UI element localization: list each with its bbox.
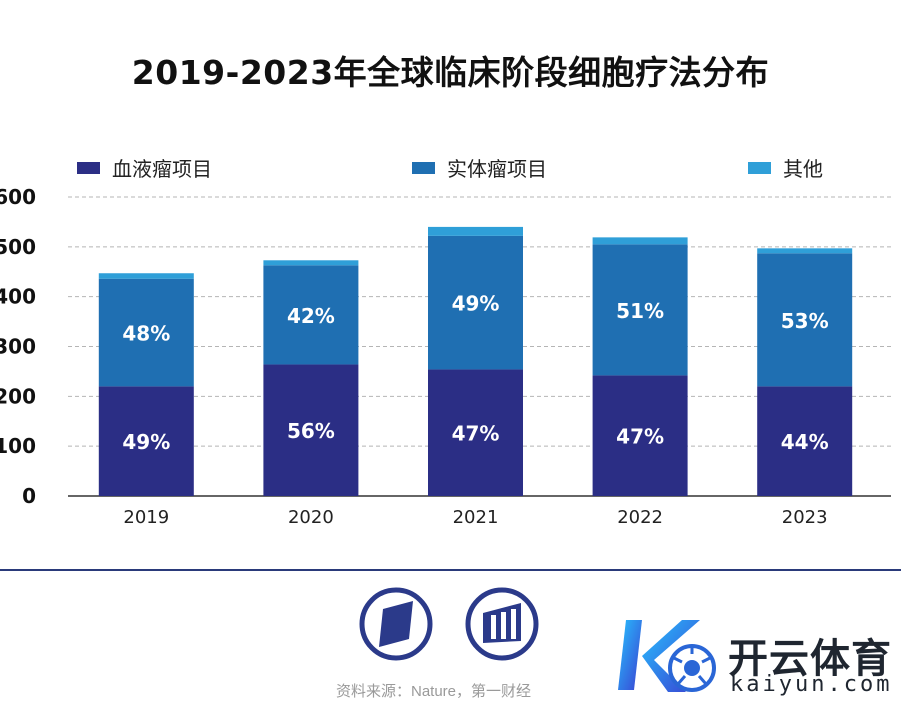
x-tick-label: 2021 (453, 507, 499, 528)
data-label: 42% (287, 304, 335, 328)
bar-segment (592, 237, 688, 245)
y-tick-label: 600 (0, 185, 36, 209)
data-label: 49% (452, 292, 500, 316)
y-tick-label: 300 (0, 335, 36, 359)
bar-segment (592, 244, 688, 376)
y-tick-label: 0 (22, 484, 36, 508)
bar-segment (263, 265, 359, 365)
legend-item-blood-tumor: 血液瘤项目 (77, 153, 212, 182)
data-label: 49% (122, 430, 170, 454)
data-label: 51% (616, 299, 664, 323)
brand-name-en: kaiyun.com (730, 672, 893, 697)
legend-item-solid-tumor: 实体瘤项目 (412, 153, 547, 182)
data-label: 56% (287, 419, 335, 443)
bars-logo-icon (465, 587, 539, 661)
bar-segment (428, 226, 523, 236)
x-tick-label: 2022 (617, 507, 663, 528)
x-tick-label: 2020 (288, 507, 334, 528)
y-tick-label: 100 (0, 434, 36, 458)
x-tick-label: 2019 (123, 507, 169, 528)
legend-swatch (748, 161, 771, 174)
data-label: 48% (122, 322, 170, 346)
data-label: 47% (452, 422, 500, 446)
bar-segment (428, 369, 523, 496)
bar-segment (757, 248, 853, 254)
data-label: 44% (781, 430, 829, 454)
bar-segment (98, 386, 194, 496)
legend-label: 实体瘤项目 (447, 157, 547, 181)
y-tick-label: 500 (0, 235, 36, 259)
legend-swatch (77, 161, 100, 174)
y-tick-label: 400 (0, 285, 36, 309)
bar-segment (428, 235, 523, 370)
bar-segment (98, 273, 194, 279)
legend-label: 血液瘤项目 (112, 157, 212, 181)
bar-segment (757, 386, 853, 496)
bar-segment (757, 253, 853, 387)
legend-item-other: 其他 (748, 153, 823, 182)
brand-logo-icon (618, 620, 716, 692)
parallelogram-logo-icon (359, 587, 433, 661)
y-tick-label: 200 (0, 384, 36, 408)
bar-segment (263, 364, 359, 496)
footer-divider (0, 569, 901, 571)
bar-segment (592, 375, 688, 496)
source-text: 资料来源：Nature，第一财经 (336, 683, 532, 700)
legend-swatch (412, 161, 435, 174)
data-label: 47% (616, 425, 664, 449)
data-label: 53% (781, 309, 829, 333)
chart-legend: 血液瘤项目 实体瘤项目 其他 (0, 153, 901, 181)
bar-segment (263, 260, 359, 266)
stacked-bar-chart: 0 100 200 300 400 500 600 49% 48% 2019 56% 42% 2020 4… (0, 185, 891, 528)
chart-title: 2019-2023年全球临床阶段细胞疗法分布 (131, 53, 770, 92)
brand-name-cn: 开云体育 (728, 636, 892, 682)
bar-segment (98, 278, 194, 387)
legend-label: 其他 (783, 157, 823, 181)
x-tick-label: 2023 (782, 507, 828, 528)
